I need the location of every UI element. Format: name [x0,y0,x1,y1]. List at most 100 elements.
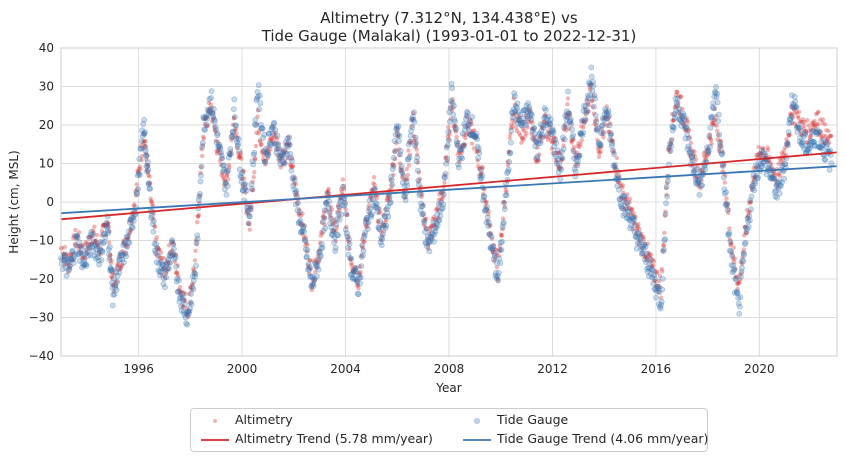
data-point [524,131,529,136]
data-point [728,243,733,248]
data-point [433,224,438,229]
data-point [397,147,404,154]
data-point [330,222,336,227]
data-point [65,255,70,260]
data-point [90,228,96,233]
data-point [103,219,110,226]
data-point [745,213,751,219]
data-point [487,232,492,237]
data-point [616,179,621,185]
data-point [336,204,341,210]
data-point [127,218,132,223]
data-point [738,277,743,282]
data-point [377,209,383,214]
data-point [166,266,171,272]
data-point [764,159,770,165]
data-point [821,141,827,146]
data-point [612,163,617,168]
data-point [344,212,349,217]
data-point [347,246,352,251]
data-point [441,194,446,199]
data-point [822,141,827,146]
data-point [237,154,242,159]
data-point [445,158,450,164]
data-point [357,272,362,277]
data-point [241,168,246,174]
data-point [271,132,276,137]
data-point [231,96,238,103]
data-point [643,254,648,260]
data-point [150,202,155,207]
data-point [473,135,478,141]
data-point [608,138,613,143]
data-point [623,196,628,202]
data-point [605,117,611,122]
data-point [733,276,739,283]
data-point [513,110,519,115]
data-point [304,240,309,246]
data-point [159,255,164,261]
data-point [485,219,492,226]
data-point [795,125,800,130]
data-point [76,243,81,248]
data-point [78,244,84,249]
data-point [653,294,659,301]
data-point [250,161,257,168]
data-point [105,230,112,236]
data-point [663,200,669,207]
data-point [501,199,506,205]
data-point [478,172,483,178]
data-point [87,235,92,240]
data-point [657,278,662,284]
data-point [390,154,397,161]
data-point [701,151,706,156]
data-point [731,257,736,262]
data-point [825,136,831,141]
data-point [610,138,615,143]
data-point [206,108,211,113]
data-point [89,231,96,238]
legend: Altimetry Altimetry Trend (5.78 mm/year)… [190,408,708,452]
data-point [259,125,266,132]
data-point [712,122,717,128]
data-point [694,176,700,181]
data-point [724,206,731,213]
data-point [258,143,264,148]
data-point [74,236,79,241]
data-point [327,209,332,214]
data-point [185,312,190,317]
data-point [293,187,300,194]
data-point [166,243,172,248]
data-point [597,150,602,156]
data-point [827,133,832,139]
chart-title-line-2: Tide Gauge (Malakal) (1993-01-01 to 2022… [261,27,637,45]
data-point [428,225,433,230]
data-point [274,136,280,142]
data-point [568,120,575,127]
data-point [641,237,647,242]
data-point [195,220,200,225]
data-point [674,89,679,94]
data-point [778,173,783,179]
data-point [659,286,666,293]
data-point [314,256,319,261]
data-point [491,249,496,255]
data-point [278,165,284,170]
data-point [129,220,135,226]
data-point [122,242,128,247]
data-point [474,149,479,155]
data-point [387,199,394,206]
data-point [452,127,458,133]
data-point [323,207,328,213]
data-point [546,128,551,133]
data-point [720,162,727,169]
data-point [136,155,143,162]
data-point [685,120,690,125]
data-point [665,180,670,186]
data-point [107,229,112,234]
data-point [739,271,744,276]
data-point [648,259,653,264]
data-point [505,162,511,168]
data-point [672,113,677,118]
data-point [443,154,449,160]
